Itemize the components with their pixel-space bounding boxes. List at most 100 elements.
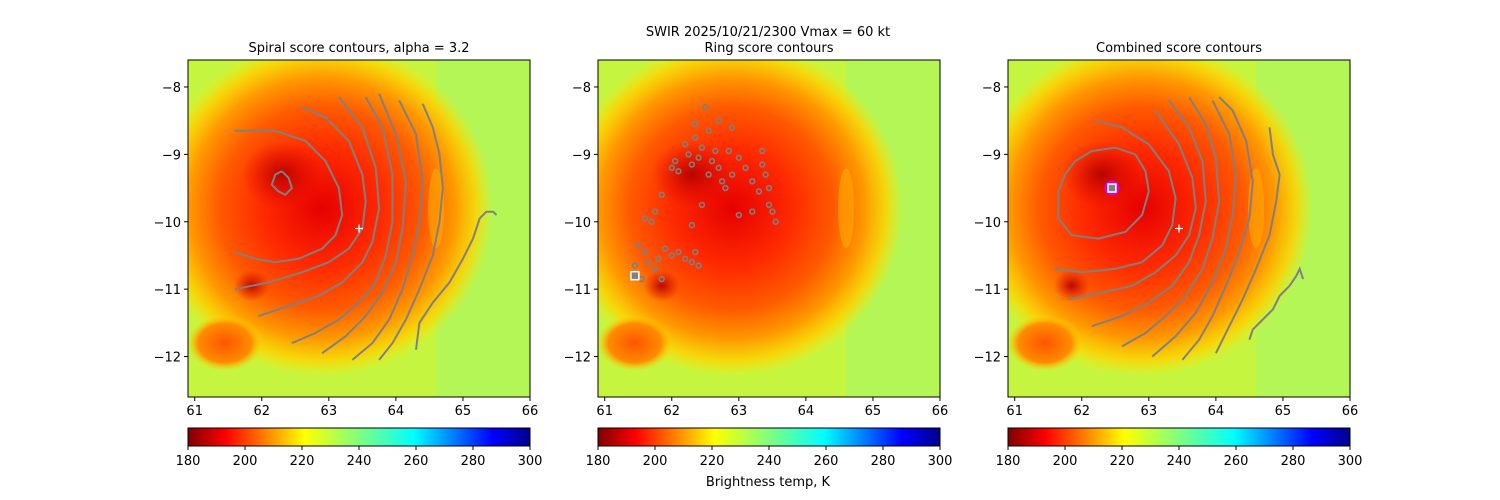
score-contour [631, 262, 639, 269]
y-tick-label: −11 [564, 283, 591, 298]
panel-title: Ring score contours [704, 41, 833, 56]
x-tick-label: 62 [1073, 404, 1090, 419]
score-contour [688, 161, 696, 168]
score-contour [1068, 109, 1197, 301]
score-contour [1151, 99, 1238, 358]
score-contour [661, 245, 669, 252]
cold-cloud-cluster [643, 269, 680, 302]
colorbar-tick-label: 180 [996, 454, 1021, 469]
colorbar-tick-label: 280 [461, 454, 486, 469]
colorbar-tick-label: 220 [700, 454, 725, 469]
y-tick-label: −11 [154, 283, 181, 298]
best-center-marker [630, 270, 640, 281]
x-tick-label: 66 [1342, 404, 1359, 419]
plot-frame [187, 59, 531, 398]
colorbar-tick-label: 260 [1224, 454, 1249, 469]
score-contour [705, 171, 712, 178]
x-tick-label: 63 [1141, 404, 1158, 419]
x-tick-label: 61 [596, 404, 613, 419]
score-contour [645, 259, 652, 266]
colorbar-tick-label: 260 [814, 454, 839, 469]
score-contour [705, 127, 712, 134]
x-tick-label: 65 [1275, 404, 1292, 419]
score-contour [234, 129, 344, 264]
score-contour [702, 103, 709, 111]
convective-blob [188, 315, 263, 372]
satellite-image [598, 60, 940, 397]
score-contour [692, 134, 699, 141]
score-contour [688, 259, 696, 266]
satellite-image [188, 60, 530, 397]
x-tick-label: 64 [388, 404, 405, 419]
figure-suptitle: SWIR 2025/10/21/2300 Vmax = 60 kt [646, 25, 890, 40]
score-contour [668, 164, 675, 172]
score-contour [651, 265, 659, 273]
score-contour [641, 248, 649, 256]
plot-frame [597, 59, 941, 398]
score-contour [681, 141, 689, 148]
x-tick-label: 65 [865, 404, 882, 419]
y-tick-label: −9 [982, 148, 1001, 163]
score-contour [655, 255, 662, 263]
colorbar-tick-label: 300 [928, 454, 953, 469]
panel-2: Ring score contours 61 62 63 64 65 66 −8 −9 −10 −1… [564, 41, 953, 469]
y-tick-label: −10 [564, 216, 591, 231]
score-contour [708, 157, 716, 165]
y-tick-label: −8 [982, 81, 1001, 96]
cold-cloud-cluster [1053, 269, 1090, 302]
score-contour [712, 147, 719, 155]
x-tick-label: 65 [455, 404, 472, 419]
rainband-streak [838, 168, 855, 249]
convective-blob [1008, 315, 1083, 372]
score-contour [722, 184, 729, 192]
score-contour [651, 208, 659, 215]
score-contour [258, 96, 381, 318]
colorbar-tick-label: 240 [1167, 454, 1192, 469]
score-contour [1181, 96, 1254, 361]
rainband-streak [428, 168, 445, 249]
score-contour [698, 144, 706, 151]
score-contour [735, 154, 743, 161]
x-tick-label: 61 [1006, 404, 1023, 419]
score-contour [415, 210, 498, 350]
score-contour [1057, 146, 1150, 240]
score-contour [765, 201, 773, 209]
x-tick-label: 64 [1208, 404, 1225, 419]
colorbar-tick-label: 220 [1110, 454, 1135, 469]
y-tick-label: −12 [564, 351, 591, 366]
score-contour [759, 147, 766, 155]
x-tick-label: 66 [932, 404, 949, 419]
center-plus-marker [1175, 224, 1183, 233]
score-contour [321, 93, 407, 355]
panel-title: Combined score contours [1096, 41, 1262, 56]
score-contour [728, 124, 736, 131]
panel-1: Spiral score contours, alpha = 3.2 61 62 63… [154, 41, 543, 469]
colorbar [597, 427, 941, 447]
colorbar-tick-label: 180 [586, 454, 611, 469]
y-tick-label: −12 [154, 351, 181, 366]
score-contour [715, 117, 722, 124]
score-contour [675, 168, 682, 175]
colorbar-tick-label: 200 [1053, 454, 1078, 469]
x-tick-label: 62 [253, 404, 270, 419]
colorbar [187, 427, 531, 447]
score-contour [658, 191, 665, 199]
y-tick-label: −8 [162, 81, 181, 96]
score-contour [648, 218, 655, 225]
score-contour [291, 96, 394, 345]
colorbar-tick-label: 200 [643, 454, 668, 469]
score-contour [695, 154, 702, 161]
cold-cloud-core [241, 140, 323, 209]
y-tick-label: −9 [162, 148, 181, 163]
score-contour [641, 215, 649, 222]
colorbar-tick-label: 300 [1338, 454, 1363, 469]
score-contour [675, 248, 682, 256]
score-contour [1054, 119, 1177, 274]
satellite-image [1008, 60, 1350, 397]
score-contour [762, 171, 769, 178]
score-contour [759, 161, 766, 168]
score-contour [378, 103, 444, 361]
best-center-ring [1104, 180, 1120, 196]
cold-cloud-core [651, 140, 733, 209]
x-tick-label: 61 [186, 404, 203, 419]
